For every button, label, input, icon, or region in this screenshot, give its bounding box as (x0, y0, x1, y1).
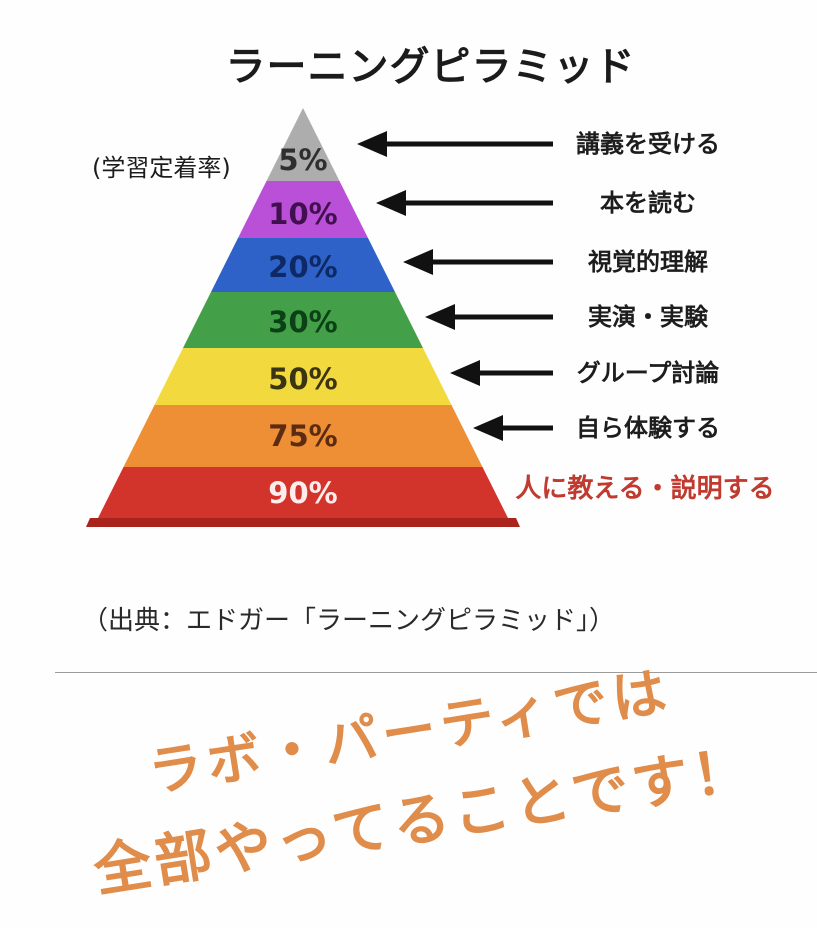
pyramid-level-10 (238, 181, 368, 238)
arrow-head-icon (425, 304, 455, 330)
arrow-head-icon (376, 190, 406, 216)
level-label-teaching: 人に教える・説明する (515, 474, 775, 504)
pyramid-base-shadow (86, 518, 520, 527)
arrow-shaft (501, 425, 553, 431)
pyramid-percent-75: 75% (268, 419, 337, 453)
level-label-reading: 本を読む (600, 189, 696, 217)
retention-rate-label: (学習定着率) (92, 154, 231, 182)
arrow-shaft (431, 259, 553, 265)
source-citation: （出典：エドガー「ラーニングピラミッド」） (82, 606, 616, 636)
pyramid-level-30 (183, 292, 423, 348)
arrow-head-icon (357, 131, 387, 157)
arrow-shaft (453, 314, 553, 320)
level-label-demonstration: 実演・実験 (588, 303, 708, 331)
arrow-shaft (404, 200, 553, 206)
pyramid-level-5 (266, 108, 340, 181)
pyramid-percent-5: 5% (278, 143, 327, 177)
pyramid-level-50 (154, 348, 452, 405)
pyramid-level-20 (211, 238, 395, 292)
divider-line (55, 672, 817, 673)
pyramid-percent-30: 30% (268, 305, 337, 339)
pyramid-percent-50: 50% (268, 362, 337, 396)
arrow-shaft (385, 141, 553, 147)
arrow-head-icon (450, 360, 480, 386)
arrow-head-icon (473, 415, 503, 441)
level-label-lecture: 講義を受ける (576, 130, 720, 158)
arrow-head-icon (403, 249, 433, 275)
pyramid-level-75 (123, 405, 483, 467)
level-label-practice: 自ら体験する (576, 414, 720, 442)
pyramid-percent-90: 90% (268, 476, 337, 510)
page-title: ラーニングピラミッド (225, 44, 636, 90)
pyramid-percent-20: 20% (268, 250, 337, 284)
footer-note: ラボ・パーティでは 全部やってることです！ (47, 633, 786, 923)
pyramid-percent-10: 10% (268, 197, 337, 231)
level-label-discussion: グループ討論 (576, 359, 720, 387)
arrow-shaft (478, 370, 553, 376)
pyramid-chart: 5% 10% 20% 30% 50% 75% 90% (86, 108, 553, 527)
pyramid-level-90 (98, 467, 508, 518)
level-label-audiovisual: 視覚的理解 (588, 248, 708, 276)
